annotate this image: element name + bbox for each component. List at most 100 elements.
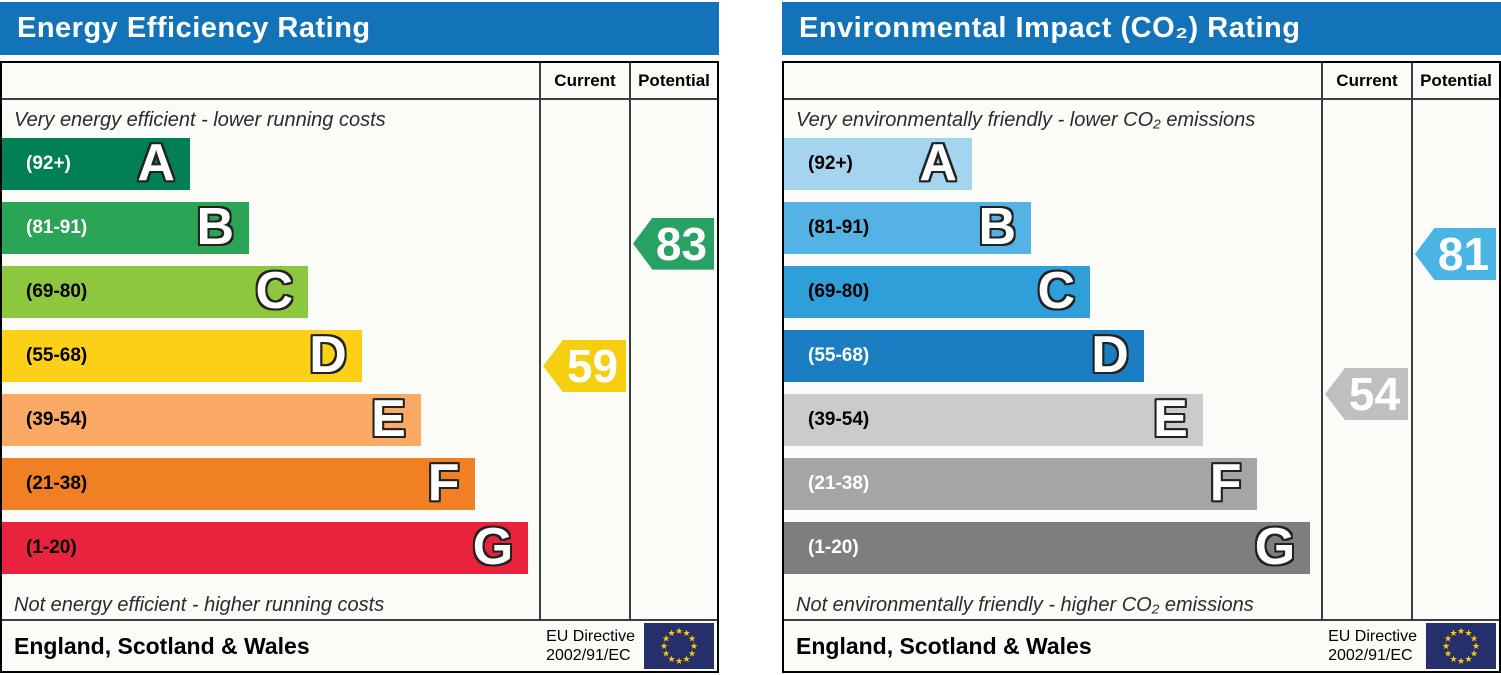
band-f: (21-38) F: [784, 453, 1257, 512]
bands: (92+) A (81-91) B (69-80) C (55-68) D (39-54) E (2…: [784, 133, 1321, 576]
band-letter: D: [309, 325, 347, 384]
footer: England, Scotland & Wales EU Directive 2…: [2, 619, 717, 671]
eu-flag-star: ★: [667, 629, 675, 639]
band-letter: D: [1091, 325, 1129, 384]
band-letter: C: [1037, 261, 1076, 320]
band-e: (39-54) E: [2, 389, 421, 448]
current-rating-arrow: 54: [1325, 368, 1408, 420]
band-range-label: (55-68): [26, 345, 88, 366]
potential-column-header: Potential: [1411, 63, 1499, 100]
band-letter: A: [919, 133, 957, 192]
eu-flag-star: ★: [667, 655, 675, 665]
eu-flag-star: ★: [1472, 642, 1480, 652]
band-e: (39-54) E: [784, 389, 1203, 448]
band-letter: G: [472, 517, 514, 576]
eu-flag-star: ★: [675, 657, 683, 667]
current-column-header: Current: [1321, 63, 1411, 100]
band-letter: F: [1209, 453, 1242, 512]
band-letter: F: [427, 453, 460, 512]
eu-flag-star: ★: [1442, 642, 1450, 652]
energy-efficiency-panel: Energy Efficiency Rating Current Potenti…: [0, 2, 719, 673]
footer: England, Scotland & Wales EU Directive 2…: [784, 619, 1499, 671]
eu-flag-star: ★: [1457, 657, 1465, 667]
band-range-label: (92+): [808, 153, 853, 174]
potential-rating-arrow: 81: [1415, 228, 1496, 280]
band-letter: B: [978, 197, 1017, 256]
eu-flag-star: ★: [660, 642, 668, 652]
band-range-label: (21-38): [26, 473, 88, 494]
eu-directive-line2: 2002/91/EC: [546, 647, 631, 664]
band-range-label: (69-80): [26, 281, 88, 302]
current-rating-arrow: 59: [543, 340, 626, 392]
eu-flag-star: ★: [1470, 650, 1478, 660]
header-empty-cell: [2, 63, 539, 100]
band-g: (1-20) G: [784, 517, 1311, 576]
header-empty-cell: [784, 63, 1321, 100]
top-note: Very environmentally friendly - lower CO…: [796, 109, 1256, 131]
eu-flag-star: ★: [1464, 655, 1472, 665]
band-letter: C: [255, 261, 294, 320]
eu-directive-label: EU Directive 2002/91/EC: [1328, 627, 1417, 665]
eu-directive-line1: EU Directive: [546, 628, 635, 645]
band-g: (1-20) G: [2, 517, 529, 576]
band-letter: G: [1254, 517, 1296, 576]
band-f: (21-38) F: [2, 453, 475, 512]
eu-flag-star: ★: [690, 642, 698, 652]
band-letter: B: [196, 197, 235, 256]
band-range-label: (92+): [26, 153, 71, 174]
region-label: England, Scotland & Wales: [14, 632, 310, 659]
eu-flag-star: ★: [682, 629, 690, 639]
band-range-label: (39-54): [808, 409, 870, 430]
rating-table: Current Potential Very energy efficient …: [0, 61, 719, 673]
bands: (92+) A (81-91) B (69-80) C (55-68) D (39-54) E (2…: [2, 133, 539, 576]
eu-flag-star: ★: [1449, 655, 1457, 665]
eu-flag-star: ★: [1464, 629, 1472, 639]
band-b: (81-91) B: [784, 197, 1032, 256]
current-column-header: Current: [539, 63, 629, 100]
eu-directive-line1: EU Directive: [1328, 628, 1417, 645]
eu-flag-star: ★: [662, 650, 670, 660]
eu-flag-star: ★: [688, 650, 696, 660]
eu-flag-star: ★: [688, 635, 696, 645]
panel-title: Environmental Impact (CO₂) Rating: [782, 2, 1501, 55]
rating-table: Current Potential Very environmentally f…: [782, 61, 1501, 673]
eu-flag-star: ★: [1444, 650, 1452, 660]
eu-directive-line2: 2002/91/EC: [1328, 647, 1413, 664]
band-b: (81-91) B: [2, 197, 250, 256]
current-column: 59: [539, 100, 629, 619]
panel-title: Energy Efficiency Rating: [0, 2, 719, 55]
band-letter: A: [137, 133, 175, 192]
environmental-impact-panel: Environmental Impact (CO₂) Rating Curren…: [782, 2, 1501, 673]
top-note: Very energy efficient - lower running co…: [14, 109, 386, 131]
eu-flag-star: ★: [675, 627, 683, 637]
band-d: (55-68) D: [784, 325, 1144, 384]
band-range-label: (21-38): [808, 473, 870, 494]
rating-scale-area: Very environmentally friendly - lower CO…: [784, 100, 1321, 619]
band-a: (92+) A: [2, 133, 190, 192]
band-range-label: (1-20): [26, 537, 77, 558]
potential-rating-arrow: 83: [633, 217, 714, 270]
band-range-label: (1-20): [808, 537, 859, 558]
bottom-note: Not energy efficient - higher running co…: [14, 594, 385, 616]
band-range-label: (81-91): [26, 217, 88, 238]
bottom-note: Not environmentally friendly - higher CO…: [796, 594, 1254, 616]
potential-column: 81: [1411, 100, 1499, 619]
potential-column-header: Potential: [629, 63, 717, 100]
eu-flag-star: ★: [1457, 627, 1465, 637]
current-column: 54: [1321, 100, 1411, 619]
rating-scale-area: Very energy efficient - lower running co…: [2, 100, 539, 619]
eu-flag-star: ★: [1444, 635, 1452, 645]
band-letter: E: [1153, 389, 1188, 448]
band-a: (92+) A: [784, 133, 972, 192]
band-range-label: (69-80): [808, 281, 870, 302]
band-c: (69-80) C: [784, 261, 1091, 320]
eu-flag-icon: ★ ★★★★★★★★★★★: [644, 623, 714, 669]
region-label: England, Scotland & Wales: [796, 632, 1092, 659]
band-c: (69-80) C: [2, 261, 309, 320]
band-d: (55-68) D: [2, 325, 362, 384]
band-letter: E: [371, 389, 406, 448]
band-range-label: (81-91): [808, 217, 870, 238]
eu-flag-star: ★: [682, 655, 690, 665]
band-range-label: (39-54): [26, 409, 88, 430]
